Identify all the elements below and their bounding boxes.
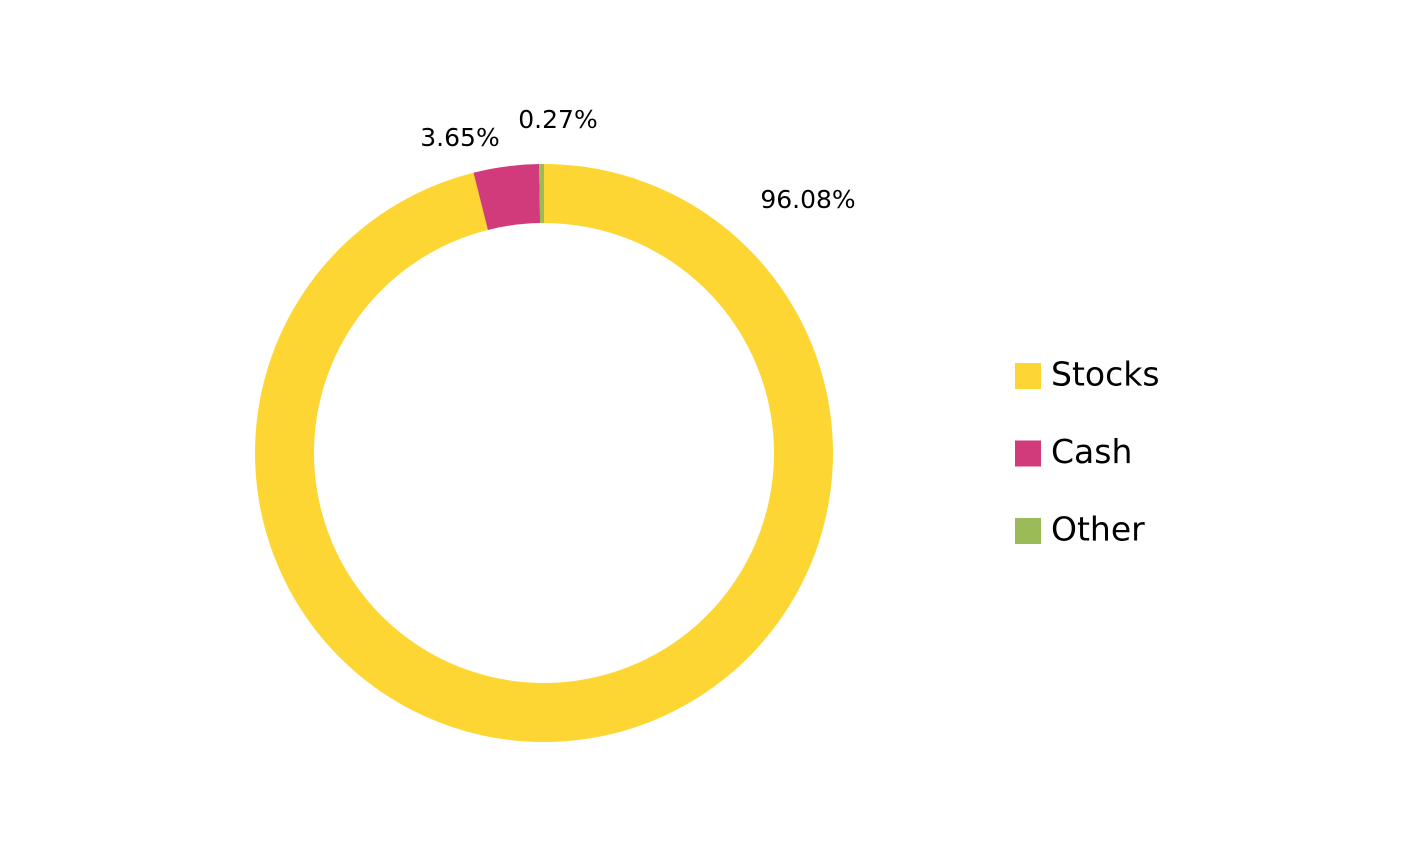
donut-segment [473,164,541,230]
legend-label: Other [1051,510,1145,549]
data-label: 0.27% [518,105,597,134]
legend-swatch [1015,363,1041,389]
legend-swatch [1015,518,1041,544]
donut-segment [255,164,834,743]
donut-segment [539,164,544,224]
data-label: 96.08% [760,185,855,214]
legend-swatch [1015,440,1041,467]
legend-label: Cash [1051,432,1132,471]
legend-label: Stocks [1051,355,1160,394]
data-label: 3.65% [420,123,499,152]
